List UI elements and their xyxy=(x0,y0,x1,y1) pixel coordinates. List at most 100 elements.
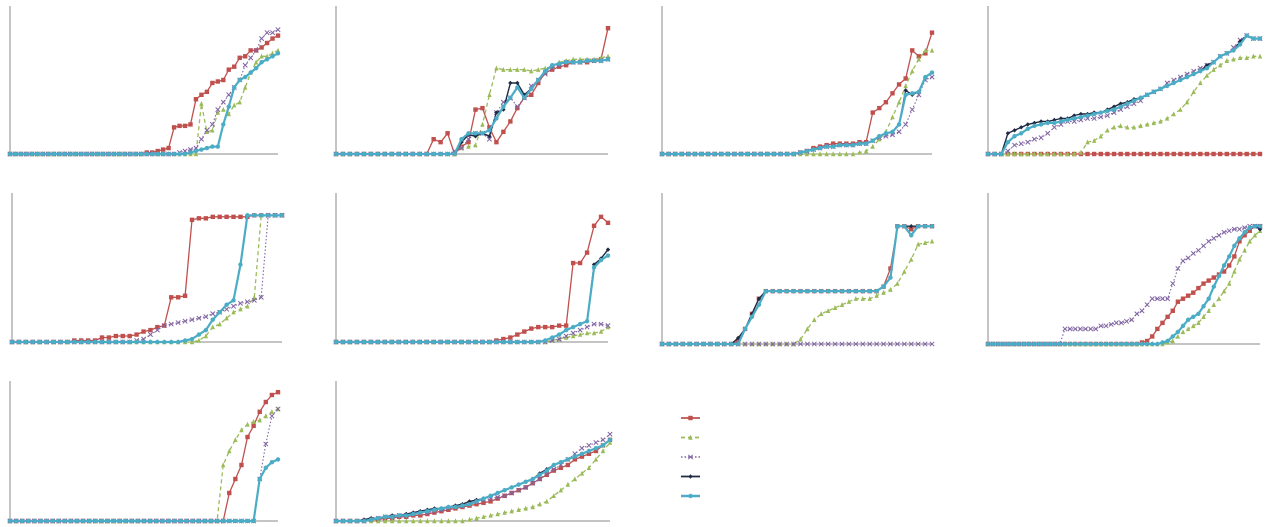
data-point-cyan xyxy=(347,151,353,157)
data-point-cyan xyxy=(910,91,915,96)
data-point-green xyxy=(1118,123,1123,129)
series-line-green xyxy=(662,240,933,345)
data-point-red xyxy=(1091,151,1097,157)
data-point-cyan xyxy=(134,339,139,345)
data-point-red xyxy=(480,105,485,111)
data-point-red xyxy=(217,214,222,220)
data-point-green xyxy=(203,333,209,339)
data-point-green xyxy=(1085,139,1090,145)
data-point-cyan xyxy=(749,314,755,320)
data-point-cyan xyxy=(144,151,149,157)
data-point-purple xyxy=(259,36,265,42)
data-point-cyan xyxy=(732,151,737,157)
series-line-purple xyxy=(988,225,1260,345)
data-point-green xyxy=(1221,288,1227,294)
data-point-cyan xyxy=(340,518,346,524)
data-point-purple xyxy=(1170,281,1176,287)
data-point-cyan xyxy=(1185,317,1191,323)
data-point-green xyxy=(798,336,803,342)
data-point-purple xyxy=(230,303,237,309)
chart-panel-2 xyxy=(333,6,611,157)
data-point-cyan xyxy=(111,151,117,157)
data-point-cyan xyxy=(133,151,138,157)
data-point-red xyxy=(1257,151,1263,157)
data-point-cyan xyxy=(242,74,248,80)
data-point-purple xyxy=(1226,228,1232,234)
data-point-cyan xyxy=(411,511,416,517)
data-point-green xyxy=(411,518,416,524)
data-point-cyan xyxy=(44,518,49,524)
data-point-red xyxy=(1165,314,1170,320)
data-point-red xyxy=(127,333,132,339)
data-point-red xyxy=(160,147,166,152)
data-point-cyan xyxy=(417,151,422,157)
data-point-purple xyxy=(1011,142,1018,148)
data-point-green xyxy=(1247,238,1252,244)
data-point-purple xyxy=(220,99,226,105)
data-point-green xyxy=(227,448,232,454)
data-point-red xyxy=(1196,285,1201,291)
data-point-green xyxy=(811,151,816,157)
legend-marker-red xyxy=(688,415,693,421)
data-point-cyan xyxy=(251,518,256,524)
data-point-green xyxy=(1196,320,1201,326)
data-point-cyan xyxy=(259,213,264,218)
data-point-cyan xyxy=(148,339,153,345)
data-point-green xyxy=(817,151,823,157)
data-point-cyan xyxy=(529,339,534,345)
data-point-green xyxy=(238,306,243,312)
data-point-purple xyxy=(896,129,902,135)
data-point-red xyxy=(565,462,571,468)
data-point-green xyxy=(890,114,895,120)
data-point-red xyxy=(1180,296,1186,301)
data-point-cyan xyxy=(51,339,56,345)
data-point-purple xyxy=(264,30,270,36)
data-point-cyan xyxy=(579,451,585,456)
data-point-red xyxy=(232,64,237,69)
data-point-green xyxy=(523,505,528,511)
data-point-red xyxy=(210,214,215,220)
data-point-red xyxy=(1144,338,1150,344)
data-point-green xyxy=(275,47,281,53)
data-point-cyan xyxy=(563,60,569,65)
data-point-red xyxy=(224,214,229,220)
series-line-green xyxy=(10,49,279,155)
data-point-cyan xyxy=(204,145,210,151)
data-point-purple xyxy=(570,330,576,336)
data-point-cyan xyxy=(805,288,810,294)
data-point-cyan xyxy=(92,339,98,345)
data-point-purple xyxy=(1067,326,1073,332)
data-point-red xyxy=(586,451,592,456)
data-point-green xyxy=(481,514,486,519)
data-point-cyan xyxy=(57,151,62,157)
data-point-green xyxy=(494,65,499,71)
data-point-red xyxy=(215,79,221,84)
data-point-cyan xyxy=(1006,341,1011,347)
data-point-cyan xyxy=(481,496,486,501)
data-point-cyan xyxy=(673,341,679,347)
data-point-purple xyxy=(486,136,492,142)
data-point-cyan xyxy=(719,151,724,157)
data-point-cyan xyxy=(598,58,604,63)
data-point-cyan xyxy=(120,339,125,345)
data-point-purple xyxy=(908,341,914,347)
data-point-cyan xyxy=(245,213,250,218)
data-point-red xyxy=(570,260,576,266)
data-point-cyan xyxy=(550,62,555,68)
data-point-cyan xyxy=(99,339,105,345)
data-point-cyan xyxy=(508,339,513,345)
data-point-cyan xyxy=(1005,139,1011,145)
data-point-green xyxy=(522,66,527,72)
data-point-purple xyxy=(182,318,188,324)
data-point-cyan xyxy=(784,288,789,294)
series-line-cyan xyxy=(988,225,1260,346)
data-point-navy xyxy=(494,110,499,115)
data-point-cyan xyxy=(659,341,665,347)
series-line-red xyxy=(336,439,611,522)
data-point-cyan xyxy=(23,339,29,345)
data-point-cyan xyxy=(224,302,229,307)
data-point-purple xyxy=(258,294,264,300)
data-point-cyan xyxy=(735,341,741,347)
chart-panel-3 xyxy=(659,6,935,157)
data-point-green xyxy=(1045,151,1050,157)
